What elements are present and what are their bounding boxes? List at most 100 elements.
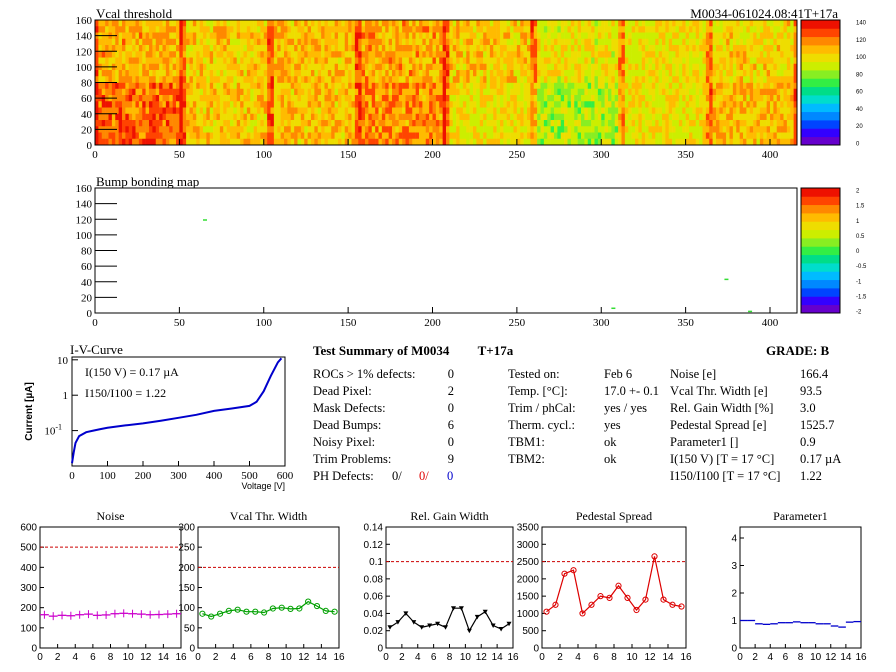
heatmap-cell: [567, 95, 572, 102]
heatmap-cell: [770, 138, 774, 146]
heatmap-cell: [577, 101, 582, 108]
heatmap-cell: [540, 107, 545, 115]
heatmap-cell: [240, 132, 244, 140]
heatmap-cell: [331, 32, 335, 40]
heatmap-cell: [489, 20, 494, 27]
heatmap-cell: [344, 101, 349, 108]
heatmap-cell: [473, 120, 477, 127]
heatmap-cell: [219, 38, 224, 46]
heatmap-cell: [776, 95, 781, 102]
heatmap-cell: [159, 101, 163, 108]
heatmap-cell: [260, 107, 265, 115]
heatmap-cell: [365, 20, 369, 27]
heatmap-cell: [614, 51, 619, 58]
heatmap-cell: [317, 126, 322, 133]
heatmap-cell: [560, 32, 565, 40]
heatmap-cell: [513, 38, 518, 46]
heatmap-cell: [790, 88, 794, 96]
scale-swatch: [801, 70, 840, 79]
heatmap-cell: [469, 26, 474, 33]
heatmap-cell: [95, 57, 99, 65]
heatmap-cell: [118, 113, 123, 121]
heatmap-cell: [250, 20, 254, 27]
heatmap-cell: [243, 113, 248, 121]
heatmap-cell: [246, 38, 251, 46]
heatmap-cell: [584, 20, 589, 27]
heatmap-cell: [736, 88, 740, 96]
heatmap-cell: [142, 76, 146, 83]
heatmap-cell: [503, 88, 508, 96]
heatmap-cell: [790, 120, 794, 127]
heatmap-cell: [358, 113, 362, 121]
heatmap-cell: [331, 101, 335, 108]
heatmap-cell: [645, 88, 649, 96]
heatmap-cell: [230, 63, 234, 71]
heatmap-cell: [425, 51, 430, 58]
heatmap-cell: [446, 26, 450, 33]
heatmap-cell: [253, 26, 258, 33]
y-tick-label: 20: [81, 124, 93, 136]
heatmap-cell: [304, 113, 308, 121]
heatmap-cell: [263, 63, 268, 71]
heatmap-cell: [537, 26, 541, 33]
heatmap-cell: [422, 51, 427, 58]
heatmap-cell: [662, 20, 666, 27]
heatmap-cell: [270, 126, 275, 133]
heatmap-cell: [665, 95, 670, 102]
heatmap-cell: [199, 82, 204, 90]
heatmap-cell: [138, 51, 143, 58]
heatmap-cell: [685, 51, 690, 58]
heatmap-cell: [371, 26, 376, 33]
heatmap-cell: [172, 107, 177, 115]
heatmap-cell: [550, 51, 555, 58]
data-point: [427, 623, 433, 629]
heatmap-cell: [300, 132, 305, 140]
heatmap-cell: [635, 76, 639, 83]
iv-x-tick-label: 500: [241, 470, 258, 482]
heatmap-cell: [314, 101, 319, 108]
heatmap-cell: [547, 20, 551, 27]
heatmap-cell: [662, 70, 666, 77]
heatmap-cell: [685, 76, 690, 83]
heatmap-cell: [557, 107, 562, 115]
heatmap-cell: [412, 76, 416, 83]
heatmap-cell: [699, 76, 703, 83]
y-tick-label: 250: [178, 543, 195, 554]
heatmap-cell: [294, 101, 298, 108]
heatmap-cell: [179, 38, 184, 46]
heatmap-cell: [570, 45, 575, 52]
heatmap-cell: [348, 70, 352, 77]
heatmap-cell: [412, 113, 416, 121]
heatmap-cell: [726, 82, 730, 90]
heatmap-cell: [260, 82, 265, 90]
heatmap-cell: [233, 113, 238, 121]
heatmap-cell: [682, 107, 686, 115]
heatmap-cell: [284, 138, 288, 146]
x-tick-label: 0: [37, 652, 43, 663]
heatmap-cell: [783, 88, 788, 96]
heatmap-cell: [196, 126, 200, 133]
heatmap-cell: [321, 82, 325, 90]
heatmap-cell: [621, 113, 626, 121]
heatmap-cell: [496, 120, 501, 127]
scale-label: 40: [856, 107, 863, 113]
heatmap-cell: [523, 101, 528, 108]
heatmap-cell: [233, 51, 238, 58]
heatmap-cell: [628, 63, 632, 71]
heatmap-cell: [186, 51, 190, 58]
heatmap-cell: [466, 32, 470, 40]
heatmap-cell: [726, 126, 730, 133]
heatmap-cell: [506, 20, 511, 27]
heatmap-cell: [473, 26, 477, 33]
heatmap-cell: [209, 32, 214, 40]
heatmap-cell: [189, 120, 194, 127]
heatmap-cell: [587, 26, 592, 33]
heatmap-cell: [587, 70, 592, 77]
heatmap-cell: [483, 126, 487, 133]
heatmap-cell: [257, 82, 261, 90]
heatmap-cell: [375, 70, 379, 77]
heatmap-cell: [122, 45, 126, 52]
heatmap-cell: [405, 95, 410, 102]
heatmap-cell: [651, 57, 656, 65]
heatmap-cell: [307, 138, 312, 146]
